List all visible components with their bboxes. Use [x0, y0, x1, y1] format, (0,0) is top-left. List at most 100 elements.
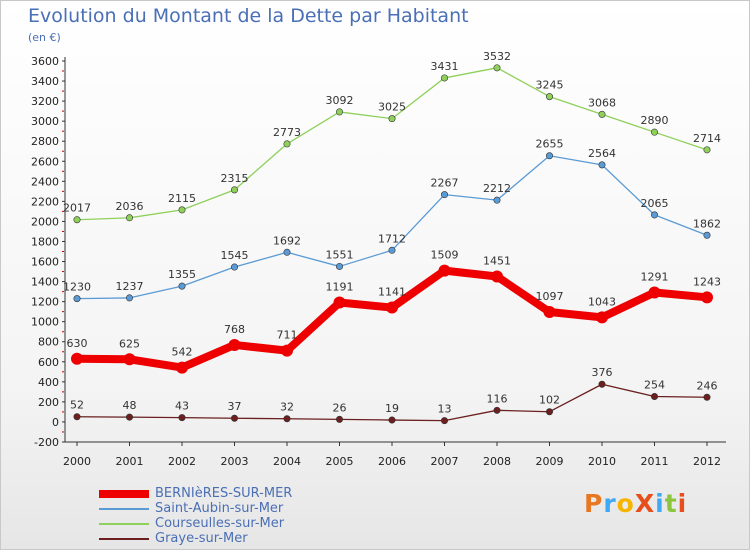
data-point: [126, 294, 134, 302]
data-point: [73, 216, 81, 224]
legend-label: Saint-Aubin-sur-Mer: [155, 501, 284, 516]
x-tick-label: 2000: [63, 455, 91, 468]
legend-label: Graye-sur-Mer: [155, 531, 248, 546]
logo-letter: i: [655, 489, 665, 518]
data-label: 3245: [536, 79, 564, 92]
data-point: [388, 246, 396, 254]
data-point: [231, 414, 239, 422]
legend-swatch: [99, 489, 149, 498]
data-point: [545, 152, 553, 160]
data-label: 768: [224, 323, 245, 336]
data-label: 1509: [431, 249, 459, 262]
data-label: 376: [592, 366, 613, 379]
data-point: [648, 286, 661, 299]
data-label: 1237: [116, 280, 144, 293]
data-label: 1191: [326, 281, 354, 294]
logo-letter: i: [677, 489, 688, 518]
x-tick-label: 2005: [326, 455, 354, 468]
y-tick-label: 3600: [31, 55, 59, 68]
data-label: 52: [70, 399, 84, 412]
data-label: 2714: [693, 132, 721, 145]
legend-item: Saint-Aubin-sur-Mer: [99, 501, 292, 516]
legend-swatch: [99, 522, 149, 525]
chart-title: Evolution du Montant de la Dette par Hab…: [28, 5, 469, 27]
x-tick-label: 2003: [221, 455, 249, 468]
x-tick-label: 2009: [536, 455, 564, 468]
data-point: [596, 311, 608, 324]
data-label: 48: [123, 399, 137, 412]
data-label: 2212: [483, 182, 511, 195]
data-point: [703, 146, 711, 154]
data-label: 3532: [483, 50, 511, 63]
y-tick-label: 2600: [31, 155, 59, 168]
data-point: [440, 74, 448, 82]
data-label: 43: [175, 400, 189, 413]
data-label: 19: [385, 402, 399, 415]
y-tick-label: 1000: [31, 316, 59, 329]
x-tick-label: 2011: [641, 455, 669, 468]
data-label: 2115: [168, 192, 196, 205]
data-point: [283, 248, 291, 256]
legend-item: Courseulles-sur-Mer: [99, 516, 292, 531]
data-label: 711: [277, 329, 298, 342]
data-point: [123, 353, 136, 366]
data-label: 3068: [588, 96, 616, 109]
y-tick-label: 3400: [31, 75, 59, 88]
data-label: 254: [644, 378, 665, 391]
data-point: [493, 196, 501, 204]
data-point: [283, 140, 291, 148]
data-label: 1243: [693, 275, 721, 288]
data-point: [71, 352, 83, 365]
data-label: 3431: [431, 60, 459, 73]
data-label: 26: [333, 401, 347, 414]
y-tick-label: 600: [38, 356, 59, 369]
data-point: [231, 263, 239, 271]
data-label: 3092: [326, 94, 354, 107]
data-point: [178, 206, 186, 214]
data-label: 102: [539, 394, 560, 407]
data-label: 3025: [378, 101, 406, 114]
data-point: [335, 108, 343, 116]
data-point: [176, 361, 188, 374]
data-point: [178, 414, 186, 422]
data-label: 1545: [221, 249, 249, 262]
data-label: 1712: [378, 232, 406, 245]
data-label: 2036: [116, 200, 144, 213]
data-point: [73, 295, 81, 303]
legend-swatch: [99, 507, 149, 510]
data-label: 2017: [63, 202, 91, 215]
x-tick-label: 2008: [483, 455, 511, 468]
data-label: 246: [697, 379, 718, 392]
y-tick-label: 0: [52, 416, 59, 429]
data-label: 1692: [273, 234, 301, 247]
data-point: [388, 115, 396, 123]
data-label: 13: [438, 403, 452, 416]
data-point: [650, 128, 658, 136]
data-point: [178, 282, 186, 290]
legend-item: BERNIèRES-SUR-MER: [99, 486, 292, 501]
logo-letter: t: [664, 489, 678, 518]
y-tick-label: -200: [34, 436, 59, 449]
legend-label: Courseulles-sur-Mer: [155, 516, 285, 531]
y-tick-label: 1400: [31, 276, 59, 289]
y-tick-label: 1800: [31, 235, 59, 248]
y-tick-label: 1200: [31, 296, 59, 309]
x-tick-label: 2004: [273, 455, 301, 468]
data-label: 37: [228, 400, 242, 413]
data-label: 1291: [641, 271, 669, 284]
data-label: 2065: [641, 197, 669, 210]
data-label: 2267: [431, 177, 459, 190]
x-tick-label: 2007: [431, 455, 459, 468]
y-tick-label: 2000: [31, 215, 59, 228]
data-point: [440, 417, 448, 425]
data-point: [543, 305, 556, 318]
y-tick-label: 2400: [31, 175, 59, 188]
data-point: [493, 406, 501, 414]
data-point: [493, 64, 501, 72]
x-tick-label: 2001: [116, 455, 144, 468]
data-label: 2890: [641, 114, 669, 127]
data-label: 1355: [168, 268, 196, 281]
data-label: 542: [172, 346, 193, 359]
